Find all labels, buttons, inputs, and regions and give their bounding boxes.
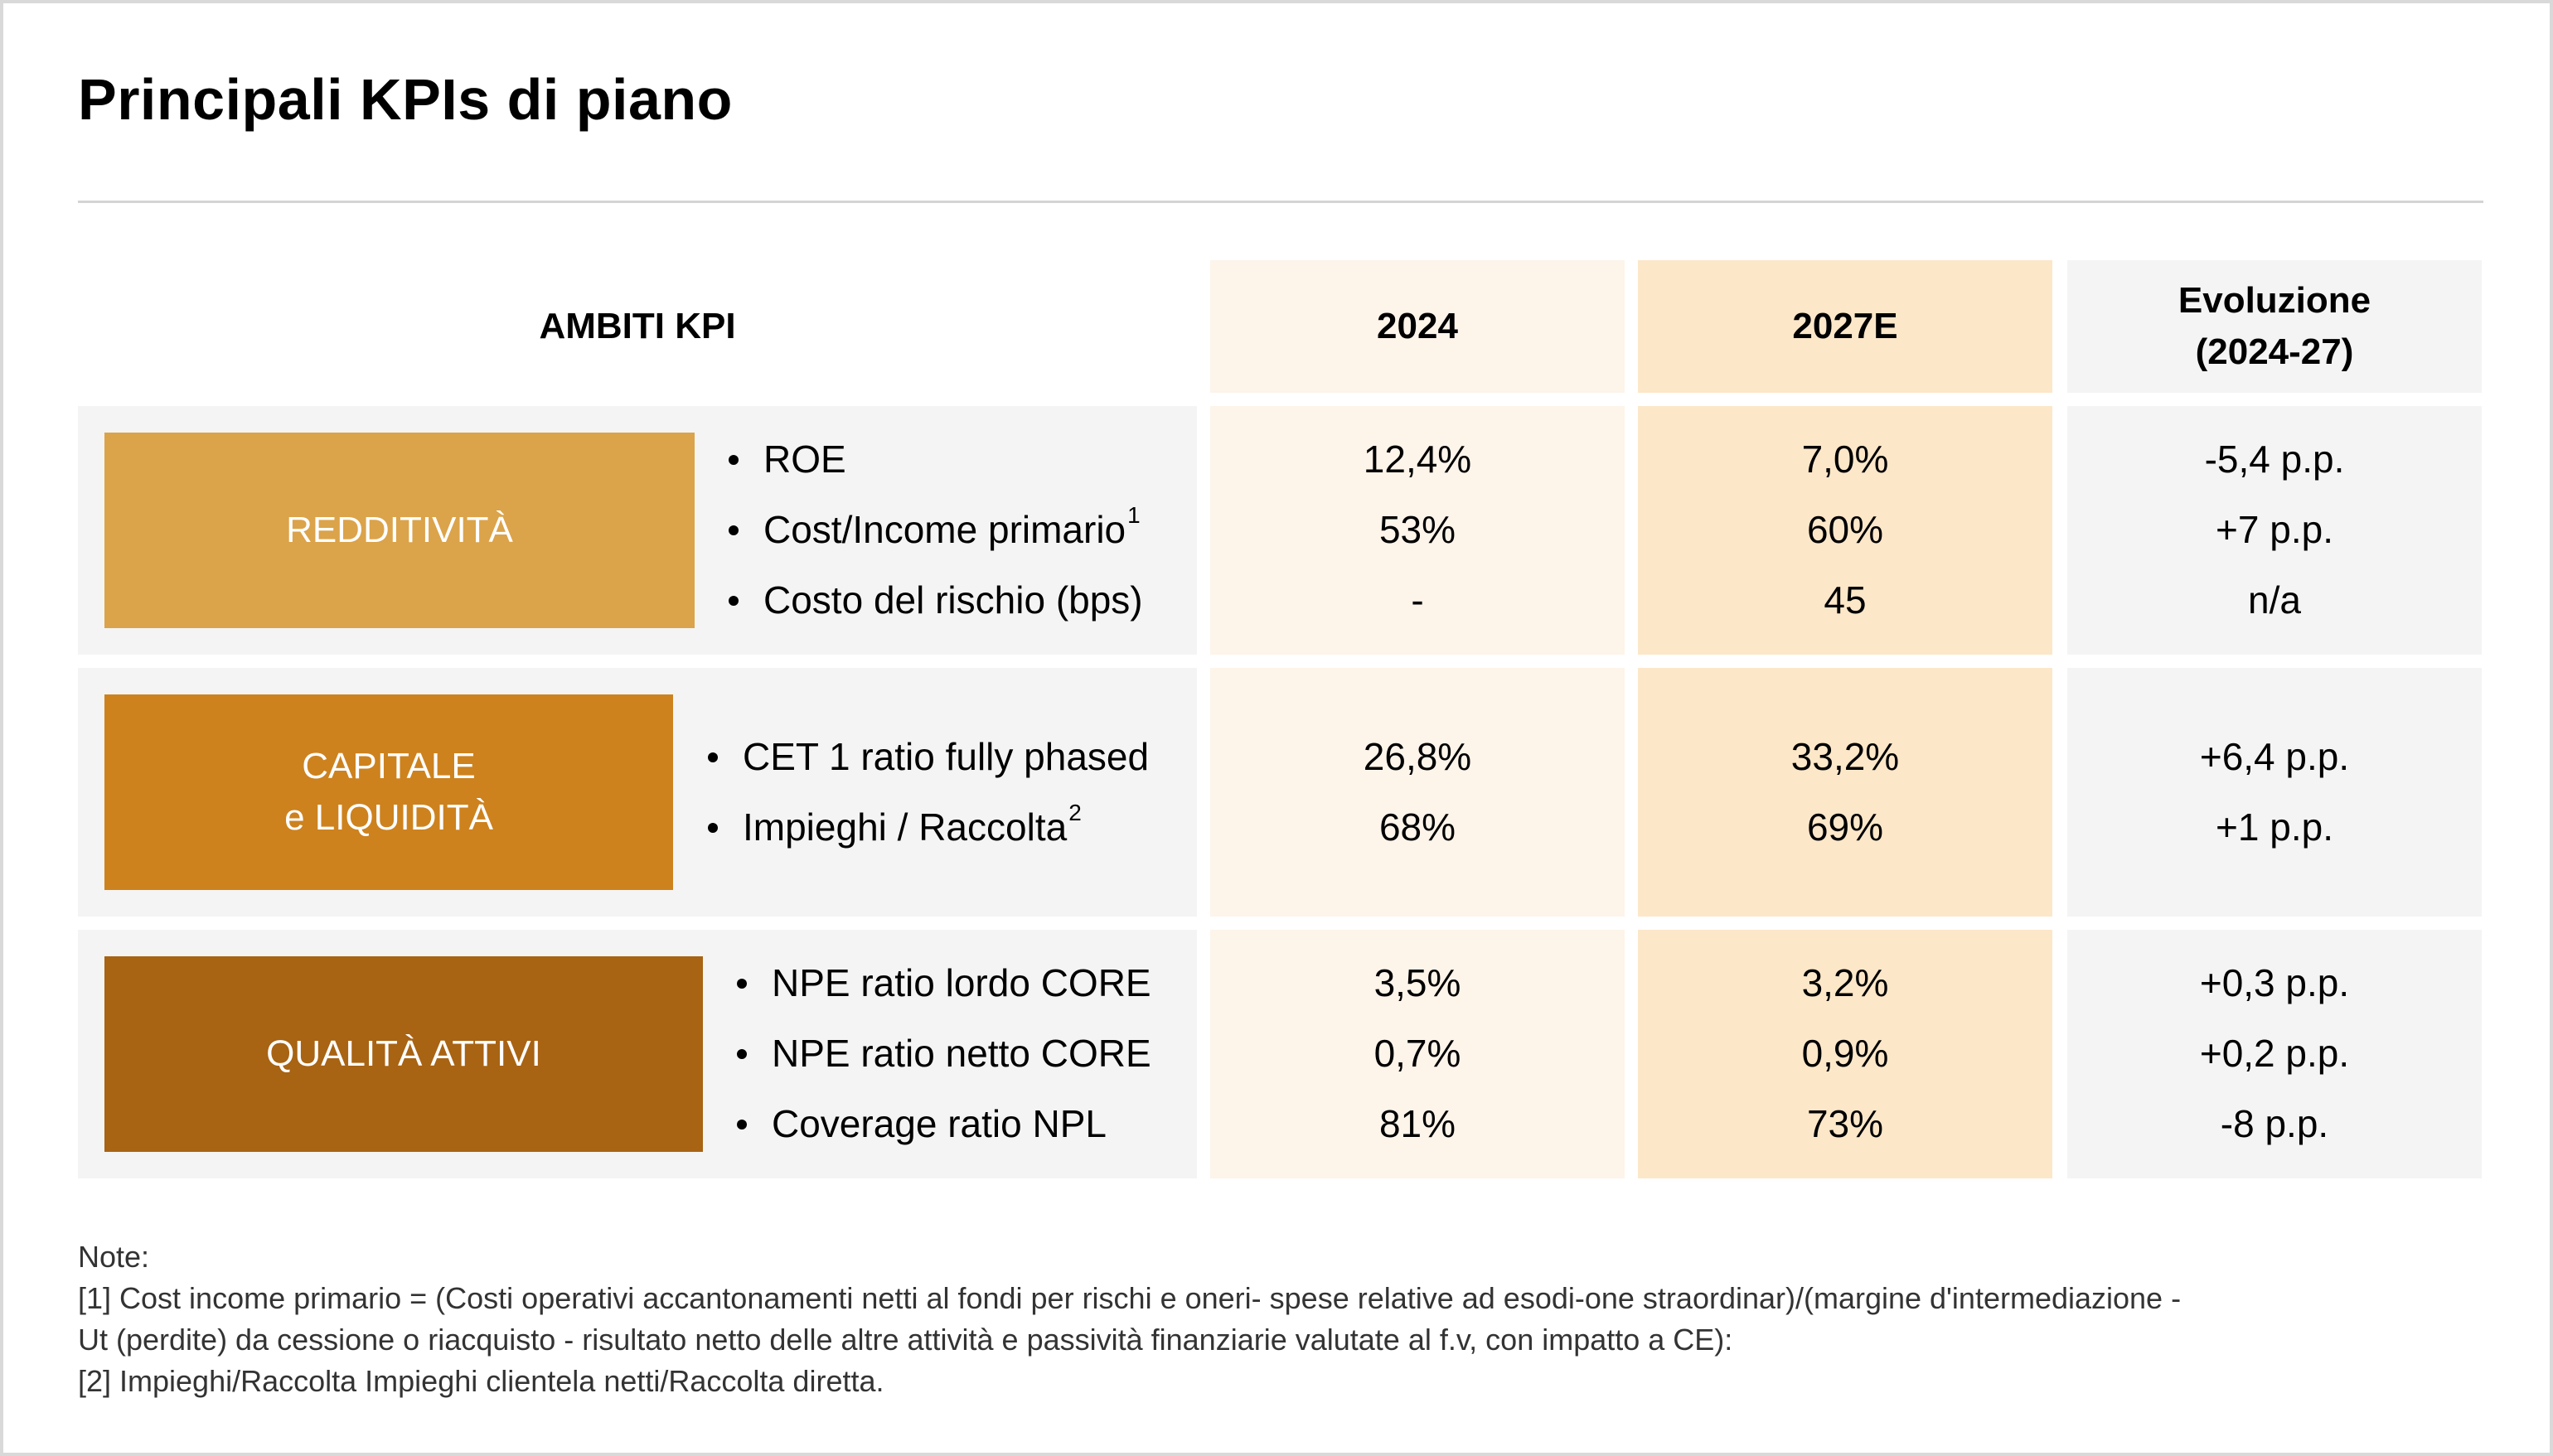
bullet-icon (737, 1048, 747, 1059)
kpi-label: NPE ratio lordo CORE (772, 961, 1151, 1004)
bullet-icon (729, 595, 739, 606)
category-label: QUALITÀ ATTIVI (266, 1033, 541, 1074)
kpi-item: Impieghi / Raccolta 2 (708, 792, 1149, 863)
kpi-item: Cost/Income primario 1 (729, 495, 1143, 565)
kpi-item: NPE ratio netto CORE (737, 1018, 1151, 1089)
value-2024: - (1411, 578, 1424, 622)
kpi-label: Impieghi / Raccolta (743, 805, 1068, 849)
value-2024: 0,7% (1373, 1032, 1461, 1075)
kpi-label: CET 1 ratio fully phased (743, 735, 1150, 778)
value-evoluzione: +1 p.p. (2216, 805, 2333, 849)
value-2027e: 73% (1806, 1102, 1884, 1145)
value-evoluzione: +0,3 p.p. (2199, 961, 2350, 1004)
category-box-redditivita: REDDITIVITÀ (104, 433, 695, 628)
section-capitale-2027-bg (1638, 668, 2052, 917)
values-evo-capitale: +6,4 p.p. +1 p.p. (2067, 722, 2482, 863)
values-evo-qualita: +0,3 p.p. +0,2 p.p. -8 p.p. (2067, 948, 2482, 1159)
bullet-icon (737, 978, 747, 989)
notes-heading: Note: (78, 1240, 150, 1274)
value-evoluzione: -5,4 p.p. (2204, 438, 2345, 481)
kpi-item: ROE (729, 424, 1143, 495)
value-evoluzione: +7 p.p. (2216, 508, 2333, 551)
header-ambiti-label: AMBITI KPI (539, 306, 736, 346)
value-2024: 26,8% (1363, 735, 1472, 778)
kpi-list-capitale-liquidita: CET 1 ratio fully phased Impieghi / Racc… (708, 722, 1149, 863)
bullet-icon (729, 454, 739, 465)
header-2024: 2024 (1210, 260, 1625, 393)
value-2027e: 60% (1806, 508, 1884, 551)
kpi-label: Cost/Income primario (763, 508, 1126, 551)
value-evoluzione: +6,4 p.p. (2199, 735, 2350, 778)
section-capitale-evo-bg (2067, 668, 2482, 917)
value-2027e: 33,2% (1790, 735, 1900, 778)
category-box-capitale-liquidita: CAPITALE e LIQUIDITÀ (104, 694, 673, 890)
values-2027-capitale: 33,2% 69% (1638, 722, 2052, 863)
section-capitale-2024-bg (1210, 668, 1625, 917)
note-line: [1] Cost income primario = (Costi operat… (78, 1281, 2182, 1315)
category-box-qualita-attivi: QUALITÀ ATTIVI (104, 956, 703, 1152)
section-qualita-evo-bg (2067, 930, 2482, 1178)
title-divider (78, 201, 2483, 203)
header-evoluzione-line1: Evoluzione (2178, 280, 2371, 321)
header-2024-label: 2024 (1377, 306, 1458, 346)
value-evoluzione: n/a (2248, 578, 2301, 622)
value-2024: 3,5% (1373, 961, 1461, 1004)
value-2027e: 69% (1806, 805, 1884, 849)
section-redditivita-2024-bg (1210, 406, 1625, 655)
kpi-label: Costo del rischio (bps) (763, 578, 1143, 622)
bullet-icon (708, 822, 718, 833)
values-2027-qualita: 3,2% 0,9% 73% (1638, 948, 2052, 1159)
note-line: Ut (perdite) da cessione o riacquisto - … (78, 1323, 1733, 1357)
kpi-list-qualita-attivi: NPE ratio lordo CORE NPE ratio netto COR… (737, 948, 1151, 1159)
section-qualita-2027-bg (1638, 930, 2052, 1178)
section-qualita-2024-bg (1210, 930, 1625, 1178)
value-2027e: 3,2% (1801, 961, 1889, 1004)
kpi-label: Coverage ratio NPL (772, 1102, 1107, 1145)
values-2024-capitale: 26,8% 68% (1210, 722, 1625, 863)
kpi-label: ROE (763, 438, 846, 481)
value-2027e: 45 (1824, 578, 1867, 622)
value-2024: 68% (1378, 805, 1456, 849)
value-2027e: 0,9% (1801, 1032, 1889, 1075)
header-evoluzione-line2: (2024-27) (2195, 331, 2354, 372)
values-2027-redditivita: 7,0% 60% 45 (1638, 424, 2052, 636)
bullet-icon (708, 752, 718, 762)
footnotes: Note: [1] Cost income primario = (Costi … (78, 1236, 2181, 1402)
section-redditivita-2027-bg (1638, 406, 2052, 655)
note-line: [2] Impieghi/Raccolta Impieghi clientela… (78, 1364, 884, 1398)
section-redditivita-evo-bg (2067, 406, 2482, 655)
values-2024-redditivita: 12,4% 53% - (1210, 424, 1625, 636)
kpi-item: NPE ratio lordo CORE (737, 948, 1151, 1018)
value-evoluzione: -8 p.p. (2220, 1102, 2329, 1145)
header-2027e: 2027E (1638, 260, 2052, 393)
bullet-icon (729, 525, 739, 535)
category-label: REDDITIVITÀ (286, 510, 513, 550)
header-2027e-label: 2027E (1792, 306, 1898, 346)
header-ambiti-kpi: AMBITI KPI (78, 260, 1197, 393)
kpi-item: CET 1 ratio fully phased (708, 722, 1149, 792)
value-2024: 12,4% (1363, 438, 1472, 481)
category-label: CAPITALE e LIQUIDITÀ (284, 746, 493, 838)
value-evoluzione: +0,2 p.p. (2199, 1032, 2350, 1075)
value-2024: 81% (1378, 1102, 1456, 1145)
kpi-label: NPE ratio netto CORE (772, 1032, 1151, 1075)
header-evoluzione: Evoluzione (2024-27) (2067, 260, 2482, 393)
page-title: Principali KPIs di piano (78, 67, 733, 132)
values-evo-redditivita: -5,4 p.p. +7 p.p. n/a (2067, 424, 2482, 636)
value-2027e: 7,0% (1801, 438, 1889, 481)
values-2024-qualita: 3,5% 0,7% 81% (1210, 948, 1625, 1159)
kpi-item: Coverage ratio NPL (737, 1089, 1151, 1159)
kpi-list-redditivita: ROE Cost/Income primario 1 Costo del risc… (729, 424, 1143, 636)
kpi-item: Costo del rischio (bps) (729, 565, 1143, 636)
value-2024: 53% (1378, 508, 1456, 551)
bullet-icon (737, 1119, 747, 1129)
